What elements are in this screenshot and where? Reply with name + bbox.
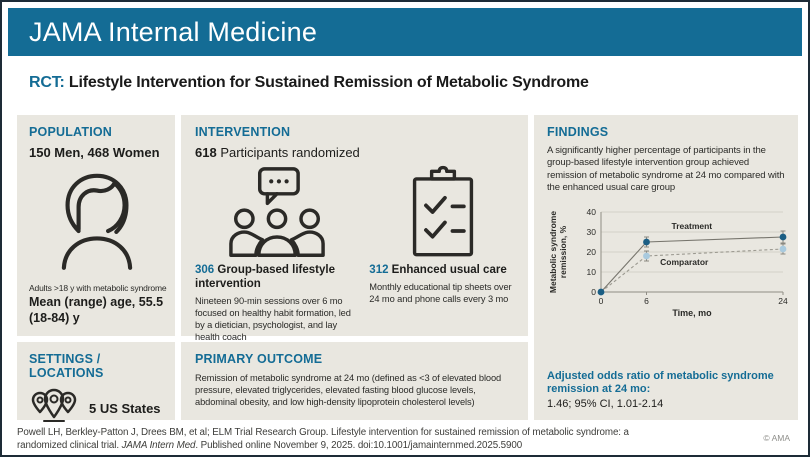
masthead-bar: JAMA Internal Medicine <box>8 8 802 56</box>
findings-panel: FINDINGS A significantly higher percenta… <box>534 115 798 420</box>
svg-text:Comparator: Comparator <box>660 257 709 267</box>
population-panel: POPULATION 150 Men, 468 Women Adults >18… <box>17 115 175 336</box>
primary-outcome-heading: PRIMARY OUTCOME <box>195 352 323 366</box>
journal-title: JAMA Internal Medicine <box>29 16 318 47</box>
population-note: Adults >18 y with metabolic syndrome <box>29 283 167 293</box>
arm1-name: Group-based lifestyle intervention <box>195 264 335 290</box>
map-pins-icon <box>29 386 79 431</box>
citation-part2: . Published online November 9, 2025. doi… <box>195 440 523 452</box>
article-title: RCT: Lifestyle Intervention for Sustaine… <box>29 74 788 92</box>
intervention-panel: INTERVENTION 618 Participants randomized <box>181 115 528 342</box>
clipboard-checklist-icon <box>369 162 516 264</box>
study-type-tag: RCT: <box>29 74 65 91</box>
population-summary: 150 Men, 468 Women <box>29 145 160 160</box>
svg-text:6: 6 <box>644 296 649 306</box>
primary-outcome-panel: PRIMARY OUTCOME Remission of metabolic s… <box>181 342 528 420</box>
arm2-description: Monthly educational tip sheets over 24 m… <box>369 281 512 304</box>
article-title-text: Lifestyle Intervention for Sustained Rem… <box>64 74 589 91</box>
svg-text:24: 24 <box>778 296 788 306</box>
arm2-name: Enhanced usual care <box>388 264 507 276</box>
settings-panel: SETTINGS / LOCATIONS 5 US States <box>17 342 175 422</box>
person-icon <box>29 168 165 277</box>
arm1-count: 306 <box>195 264 215 276</box>
population-heading: POPULATION <box>29 125 113 139</box>
primary-outcome-text: Remission of metabolic syndrome at 24 mo… <box>195 373 502 408</box>
arm2-title: 312 Enhanced usual care <box>369 264 516 278</box>
arm-enhanced-usual-care: 312 Enhanced usual care Monthly educatio… <box>369 162 516 343</box>
copyright: © AMA <box>763 433 790 443</box>
odds-ratio-block: Adjusted odds ratio of metabolic syndrom… <box>547 370 788 411</box>
svg-text:40: 40 <box>587 207 597 217</box>
odds-ratio-value: 1.46; 95% CI, 1.01-2.14 <box>547 398 664 410</box>
svg-text:Time, mo: Time, mo <box>672 308 712 318</box>
svg-text:0: 0 <box>591 287 596 297</box>
findings-heading: FINDINGS <box>547 125 609 139</box>
settings-value: 5 US States <box>89 401 161 416</box>
randomized-line: 618 Participants randomized <box>195 145 516 160</box>
findings-chart: 0 10 20 30 40 0 6 24 Time, mo Metabolic syndromer… <box>548 207 788 318</box>
arm-group-lifestyle: 306 Group-based lifestyle intervention N… <box>195 162 369 343</box>
svg-text:20: 20 <box>587 247 597 257</box>
population-age: Mean (range) age, 55.5 (18-84) y <box>29 295 164 325</box>
findings-text: A significantly higher percentage of par… <box>547 145 785 194</box>
settings-heading: SETTINGS / LOCATIONS <box>29 352 104 380</box>
svg-text:Metabolic syndromeremission, %: Metabolic syndromeremission, % <box>548 211 568 293</box>
arm1-title: 306 Group-based lifestyle intervention <box>195 264 359 292</box>
intervention-heading: INTERVENTION <box>195 125 291 139</box>
randomized-label: Participants randomized <box>216 145 360 160</box>
arm2-count: 312 <box>369 264 389 276</box>
odds-ratio-label: Adjusted odds ratio of metabolic syndrom… <box>547 369 774 396</box>
citation-journal: JAMA Intern Med <box>121 440 196 452</box>
svg-text:Treatment: Treatment <box>672 221 713 231</box>
randomized-count: 618 <box>195 145 217 160</box>
group-discussion-icon <box>195 162 359 264</box>
svg-text:30: 30 <box>587 227 597 237</box>
arm1-description: Nineteen 90-min sessions over 6 mo focus… <box>195 295 351 342</box>
svg-text:0: 0 <box>599 296 604 306</box>
svg-text:10: 10 <box>587 267 597 277</box>
citation: Powell LH, Berkley-Patton J, Drees BM, e… <box>17 426 657 452</box>
citation-part1: Powell LH, Berkley-Patton J, Drees BM, e… <box>17 427 629 452</box>
